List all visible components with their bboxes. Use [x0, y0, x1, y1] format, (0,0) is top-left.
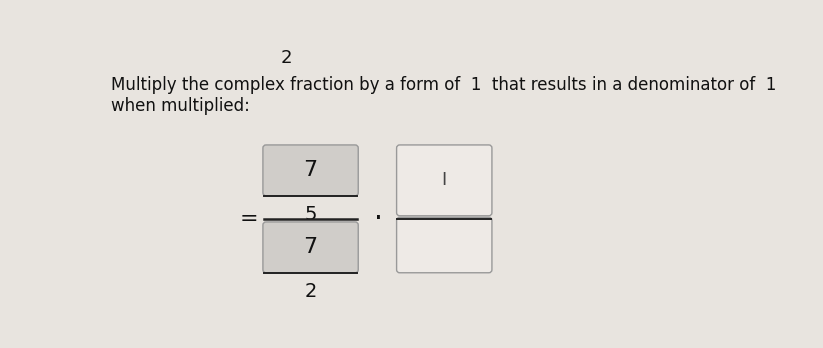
Text: ·: ·	[374, 205, 383, 233]
FancyBboxPatch shape	[397, 145, 492, 216]
Text: Multiply the complex fraction by a form of  1  that results in a denominator of : Multiply the complex fraction by a form …	[110, 77, 776, 94]
Text: =: =	[239, 209, 258, 229]
Text: 2: 2	[305, 282, 317, 301]
FancyBboxPatch shape	[263, 222, 358, 273]
FancyBboxPatch shape	[397, 217, 492, 273]
Text: 7: 7	[304, 237, 318, 258]
Text: 5: 5	[305, 205, 317, 224]
Text: when multiplied:: when multiplied:	[110, 97, 249, 115]
Text: 2: 2	[281, 49, 292, 68]
Text: 7: 7	[304, 160, 318, 180]
FancyBboxPatch shape	[263, 145, 358, 196]
Text: I: I	[442, 171, 447, 189]
